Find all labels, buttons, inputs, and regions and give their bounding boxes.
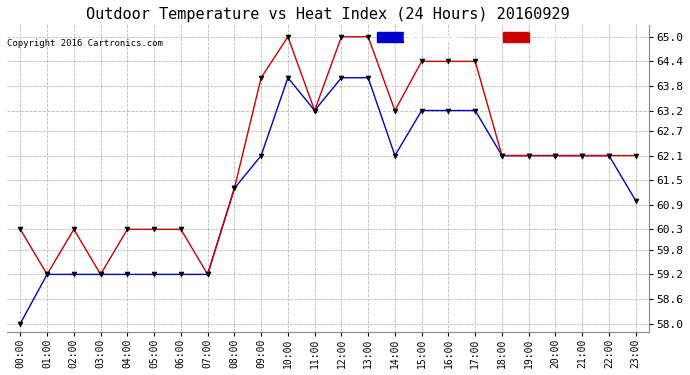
Legend: Heat Index  (°F), Temperature  (°F): Heat Index (°F), Temperature (°F) [375,30,638,44]
Text: Copyright 2016 Cartronics.com: Copyright 2016 Cartronics.com [7,39,163,48]
Title: Outdoor Temperature vs Heat Index (24 Hours) 20160929: Outdoor Temperature vs Heat Index (24 Ho… [86,7,570,22]
